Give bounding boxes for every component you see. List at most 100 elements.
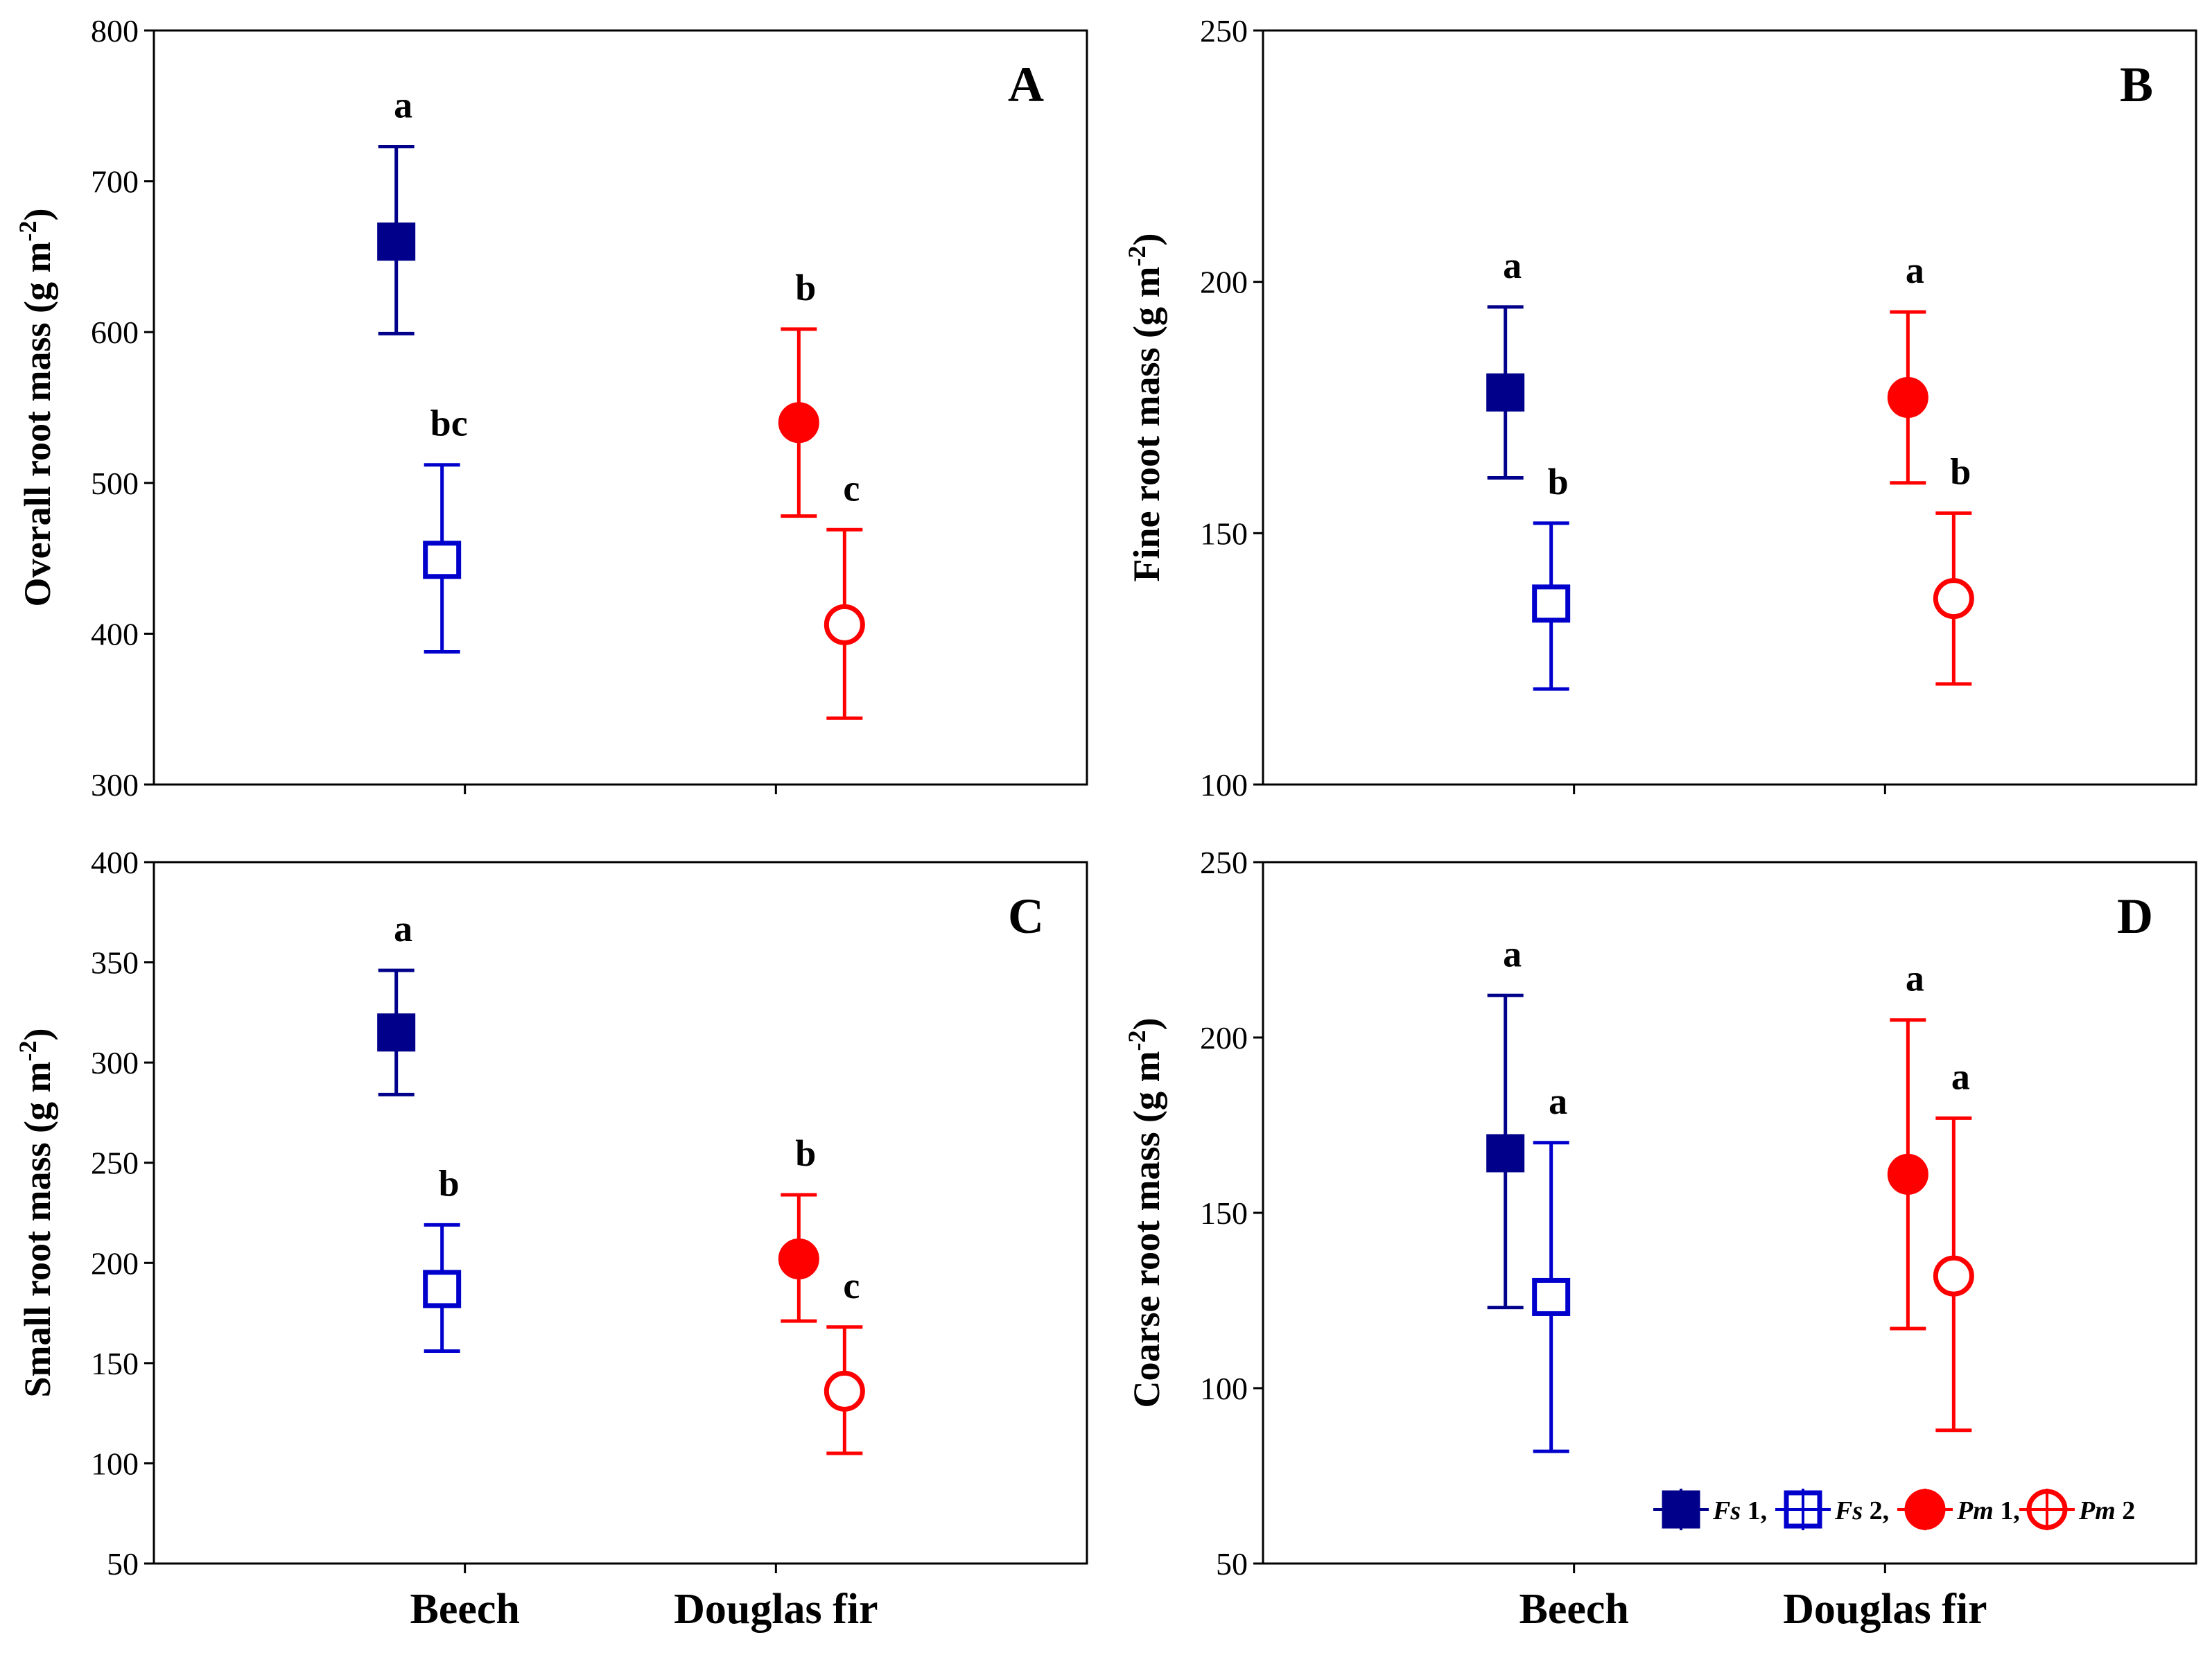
y-tick-label: 600: [91, 315, 139, 350]
y-tick-label: 700: [91, 164, 139, 200]
significance-letter: a: [1503, 245, 1522, 286]
y-tick-label: 250: [1200, 13, 1248, 49]
panel-d: 50 100 150 200 250 Beech Douglas fir Coarse roo…: [1123, 845, 2197, 1633]
plot-frame-c: [153, 861, 1088, 1565]
plot-frame-a: [153, 29, 1088, 786]
panel-letter: A: [1008, 57, 1044, 112]
legend-label-italic: Fs: [1712, 1496, 1741, 1525]
y-tick-label: 200: [91, 1245, 139, 1281]
legend-entry: Pm 1,: [1897, 1489, 2020, 1530]
mean-marker: [778, 1238, 819, 1280]
panel-a: 300 400 500 600 700 800 Overall root mass (g m…: [14, 13, 1088, 803]
y-axis-title-superscript: -2: [1123, 1031, 1151, 1051]
legend-label: Pm 1,: [1956, 1496, 2020, 1525]
legend-label-italic: Fs: [1834, 1496, 1863, 1525]
mean-marker: [423, 541, 462, 579]
legend-entry: Fs 1,: [1653, 1489, 1767, 1530]
significance-letter: bc: [430, 403, 468, 444]
series-fs2-point: bc: [423, 403, 468, 654]
y-axis-title-superscript: -2: [1123, 246, 1151, 267]
significance-letter: b: [1548, 461, 1569, 502]
y-tick-label: 300: [91, 1045, 139, 1080]
mean-marker: [423, 1270, 462, 1308]
y-tick-label: 300: [91, 767, 139, 803]
series-fs1-point: a: [377, 85, 416, 335]
mean-marker: [377, 222, 416, 261]
significance-letter: b: [439, 1162, 460, 1204]
category-label: Douglas fir: [674, 1586, 878, 1633]
y-tick-label: 50: [107, 1546, 139, 1582]
significance-letter: a: [1503, 933, 1522, 974]
legend-label-plain: 2,: [1863, 1496, 1889, 1525]
series-fs2-point: a: [1532, 1080, 1571, 1453]
y-tick-label: 100: [91, 1446, 139, 1481]
significance-letter: b: [795, 267, 816, 308]
y-axis-title-main: Small root mass (g m: [17, 1061, 58, 1397]
mean-marker: [778, 402, 819, 444]
y-tick-label: 400: [91, 845, 139, 880]
legend-label-plain: 2: [2116, 1496, 2136, 1525]
y-axis-title-end: ): [1126, 234, 1167, 246]
series-pm1-point: b: [778, 267, 819, 518]
y-tick-label: 150: [1200, 1196, 1248, 1231]
panel-c: 50 100 150 200 250 300 350 400 Beech Douglas fir S…: [14, 845, 1088, 1633]
y-axis-title-superscript: -2: [14, 221, 42, 242]
significance-letter: b: [795, 1132, 816, 1174]
series-fs2-point: b: [423, 1162, 462, 1354]
legend-label: Pm 2: [2078, 1496, 2135, 1525]
legend-label: Fs 1,: [1712, 1496, 1767, 1525]
panel-letter: D: [2117, 888, 2153, 944]
significance-letter: c: [843, 467, 860, 509]
y-axis-title-main: Overall root mass (g m: [17, 242, 58, 607]
y-tick-label: 800: [91, 13, 139, 49]
y-axis-title: Fine root mass (g m-2): [1123, 234, 1167, 582]
series-pm2-point: c: [824, 467, 865, 720]
series-fs1-point: a: [1486, 245, 1525, 480]
y-axis-title-main: Fine root mass (g m: [1126, 267, 1167, 582]
y-axis-title-end: ): [17, 1028, 58, 1041]
legend-entry: Pm 2: [2019, 1489, 2135, 1530]
series-pm1-point: b: [778, 1132, 819, 1323]
y-axis-title: Overall root mass (g m-2): [14, 209, 58, 607]
category-label: Beech: [410, 1586, 519, 1633]
significance-letter: b: [1950, 450, 1971, 492]
legend-label-plain: 1,: [1741, 1496, 1767, 1525]
legend-label-italic: Pm: [1956, 1496, 1994, 1525]
category-label: Beech: [1519, 1586, 1628, 1633]
y-tick-label: 150: [91, 1346, 139, 1381]
series-pm2-point: b: [1933, 450, 1974, 686]
mean-marker: [1887, 1153, 1928, 1195]
legend-entry: Fs 2,: [1775, 1489, 1889, 1530]
significance-letter: c: [843, 1265, 860, 1306]
panel-letter: B: [2120, 57, 2153, 112]
mean-marker: [1486, 373, 1525, 412]
y-tick-label: 250: [91, 1146, 139, 1181]
y-axis-title-main: Coarse root mass (g m: [1126, 1051, 1167, 1408]
mean-marker: [377, 1013, 416, 1052]
y-tick-label: 50: [1216, 1546, 1248, 1582]
series-fs1-point: a: [377, 908, 416, 1096]
significance-letter: a: [1951, 1056, 1970, 1097]
y-tick-label: 250: [1200, 845, 1248, 880]
y-tick-label: 100: [1200, 1371, 1248, 1406]
series-pm2-point: a: [1933, 1056, 1974, 1433]
y-tick-label: 500: [91, 466, 139, 501]
significance-letter: a: [1549, 1080, 1567, 1122]
series-pm1-point: a: [1887, 249, 1928, 485]
significance-letter: a: [394, 908, 412, 949]
significance-letter: a: [1906, 249, 1924, 291]
series-fs2-point: b: [1532, 461, 1571, 691]
y-tick-label: 200: [1200, 1020, 1248, 1056]
y-tick-label: 150: [1200, 516, 1248, 551]
mean-marker: [1486, 1134, 1525, 1173]
panel-letter: C: [1008, 888, 1044, 944]
plot-frame-b: [1262, 29, 2197, 786]
series-pm1-point: a: [1887, 958, 1928, 1331]
significance-letter: a: [394, 85, 412, 126]
y-tick-label: 100: [1200, 767, 1248, 803]
y-tick-label: 350: [91, 945, 139, 981]
y-axis-title: Coarse root mass (g m-2): [1123, 1018, 1167, 1408]
series-fs1-point: a: [1486, 933, 1525, 1310]
mean-marker: [1933, 578, 1974, 620]
